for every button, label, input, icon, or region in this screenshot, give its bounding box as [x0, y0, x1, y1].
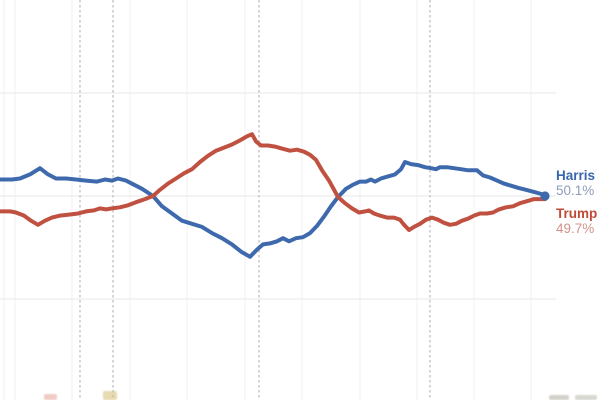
harris-current-value: 50.1% [556, 183, 595, 198]
cropped-text-fragment [549, 395, 569, 400]
trump-current-value: 49.7% [556, 221, 595, 236]
cropped-axis-mark [44, 394, 57, 400]
trump-series-label: Trump [556, 206, 598, 221]
trump-label-group: Trump 49.7% [556, 207, 600, 236]
cropped-axis-mark [103, 391, 117, 400]
cropped-text-fragment [575, 395, 597, 400]
harris-label-group: Harris 50.1% [556, 169, 600, 198]
end-labels: Harris 50.1% Trump 49.7% [556, 169, 600, 245]
harris-series-label: Harris [556, 168, 596, 183]
